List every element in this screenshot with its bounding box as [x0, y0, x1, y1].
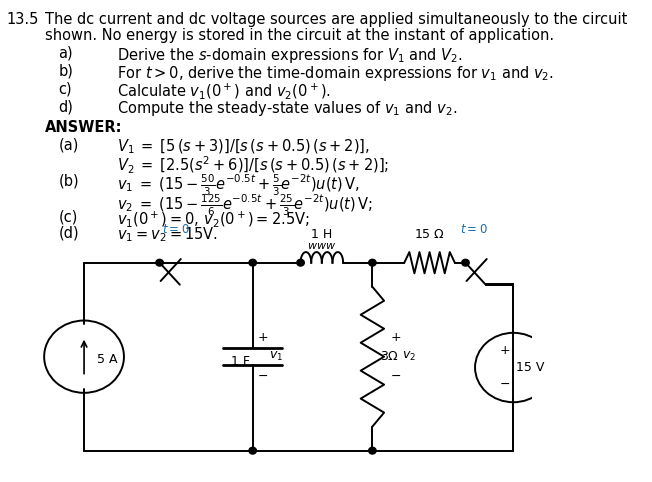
Text: $v_1$: $v_1$ — [269, 350, 283, 363]
Text: d): d) — [59, 99, 74, 114]
Text: c): c) — [59, 81, 72, 96]
Text: +: + — [391, 331, 402, 344]
Text: (b): (b) — [59, 173, 79, 188]
Text: shown. No energy is stored in the circuit at the instant of application.: shown. No energy is stored in the circui… — [45, 28, 554, 43]
Text: (d): (d) — [59, 225, 79, 240]
Text: −: − — [391, 370, 402, 382]
Text: The dc current and dc voltage sources are applied simultaneously to the circuit: The dc current and dc voltage sources ar… — [45, 12, 628, 27]
Text: $V_2\;=\;[2.5(s^2+6)]/[s\,(s+0.5)\,(s+2)];$: $V_2\;=\;[2.5(s^2+6)]/[s\,(s+0.5)\,(s+2)… — [117, 155, 389, 176]
Text: For $t > 0$, derive the time-domain expressions for $v_1$ and $v_2$.: For $t > 0$, derive the time-domain expr… — [117, 64, 554, 82]
Circle shape — [156, 259, 163, 266]
Text: (c): (c) — [59, 210, 78, 225]
Circle shape — [249, 447, 256, 454]
Text: b): b) — [59, 64, 74, 79]
Circle shape — [368, 259, 376, 266]
Circle shape — [368, 447, 376, 454]
Text: 1 H: 1 H — [311, 228, 333, 241]
Text: 3$\Omega$: 3$\Omega$ — [380, 350, 400, 363]
Text: ANSWER:: ANSWER: — [45, 120, 123, 134]
Text: $v_1=v_2=15\mathrm{V}.$: $v_1=v_2=15\mathrm{V}.$ — [117, 225, 218, 244]
Text: $\mathit{www}$: $\mathit{www}$ — [307, 241, 336, 251]
Text: −: − — [500, 378, 511, 391]
Text: +: + — [258, 331, 269, 344]
Text: $v_2$: $v_2$ — [402, 350, 415, 363]
Text: (a): (a) — [59, 137, 79, 152]
Text: 15 V: 15 V — [516, 361, 544, 374]
Text: $v_1(0^+)=0,\,v_2(0^+)=2.5\mathrm{V};$: $v_1(0^+)=0,\,v_2(0^+)=2.5\mathrm{V};$ — [117, 210, 310, 229]
Text: $v_1\;=\;(15-\frac{50}{3}e^{-0.5t}+\frac{5}{3}e^{-2t})u(t)\,\mathrm{V},$: $v_1\;=\;(15-\frac{50}{3}e^{-0.5t}+\frac… — [117, 173, 360, 199]
Text: Derive the $s$-domain expressions for $V_1$ and $V_2$.: Derive the $s$-domain expressions for $V… — [117, 46, 463, 65]
Text: $v_2\;=\;(15-\frac{125}{6}e^{-0.5t}+\frac{25}{3}e^{-2t})u(t)\,\mathrm{V};$: $v_2\;=\;(15-\frac{125}{6}e^{-0.5t}+\fra… — [117, 192, 373, 218]
Text: $t=0$: $t=0$ — [460, 223, 488, 236]
Text: 13.5: 13.5 — [7, 12, 38, 27]
Text: 5 A: 5 A — [97, 353, 118, 365]
Text: $t=0$: $t=0$ — [162, 223, 190, 236]
Circle shape — [249, 259, 256, 266]
Circle shape — [297, 259, 304, 266]
Text: +: + — [500, 344, 511, 357]
Text: −: − — [258, 370, 269, 382]
Text: 15 $\Omega$: 15 $\Omega$ — [414, 228, 445, 241]
Text: Calculate $v_1(0^+)$ and $v_2(0^+)$.: Calculate $v_1(0^+)$ and $v_2(0^+)$. — [117, 81, 331, 101]
Text: 1 F: 1 F — [231, 355, 250, 368]
Circle shape — [462, 259, 469, 266]
Text: $V_1\;=\;[5\,(s+3)]/[s\,(s+0.5)\,(s+2)],$: $V_1\;=\;[5\,(s+3)]/[s\,(s+0.5)\,(s+2)],… — [117, 137, 370, 156]
Text: a): a) — [59, 46, 73, 61]
Text: Compute the steady-state values of $v_1$ and $v_2$.: Compute the steady-state values of $v_1$… — [117, 99, 458, 118]
